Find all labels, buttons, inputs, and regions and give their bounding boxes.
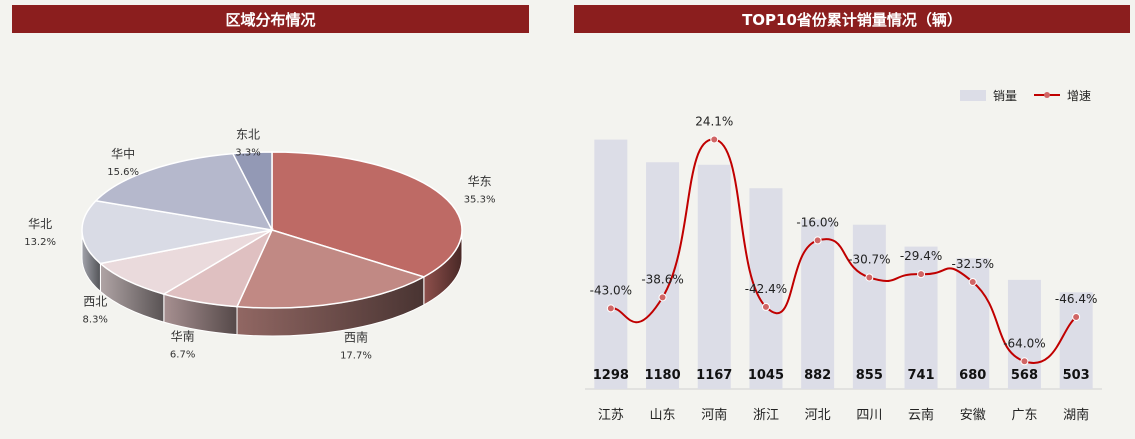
growth-point	[917, 270, 926, 279]
bar-value-label: 1045	[748, 368, 784, 383]
growth-point	[865, 273, 874, 282]
pie-label-name: 东北	[236, 127, 260, 141]
pie-label-value: 35.3%	[464, 195, 496, 206]
bar-value-label: 741	[907, 368, 934, 383]
pie-label-value: 8.3%	[83, 315, 108, 326]
bar-value-label: 1180	[644, 368, 680, 383]
bar-value-label: 568	[1011, 368, 1038, 383]
x-tick-label: 河南	[701, 407, 727, 423]
growth-label: -32.5%	[952, 257, 994, 271]
pie-label-name: 西北	[83, 295, 107, 309]
pie-label-name: 华东	[468, 175, 492, 189]
pie-slice-西南	[235, 229, 426, 309]
pie-label-value: 6.7%	[170, 349, 195, 360]
pie-panel-title: 区域分布情况	[12, 5, 529, 33]
legend-label-growth: 增速	[1067, 89, 1091, 103]
pie-slice-东北	[231, 151, 273, 231]
legend-label-sales: 销量	[993, 89, 1017, 103]
pie-label-value: 15.6%	[107, 167, 139, 178]
x-tick-label: 广东	[1011, 408, 1037, 423]
pie-label-value: 17.7%	[340, 350, 372, 361]
growth-label: -38.6%	[641, 272, 683, 286]
pie-slice-华中	[94, 152, 274, 231]
x-tick-label: 四川	[856, 408, 882, 423]
bar-山东	[646, 162, 680, 389]
x-tick-label: 湖南	[1063, 407, 1089, 423]
bar-value-label: 855	[856, 368, 883, 383]
bar-四川	[852, 224, 886, 389]
growth-label: -30.7%	[848, 252, 890, 266]
bar-value-label: 1298	[593, 368, 629, 383]
growth-label: -46.4%	[1055, 292, 1097, 306]
growth-label: -64.0%	[1003, 336, 1045, 350]
growth-point	[1020, 357, 1029, 366]
legend-swatch-bar	[960, 90, 986, 101]
pie-slice-西北	[98, 229, 273, 295]
growth-label: -16.0%	[796, 215, 838, 229]
x-tick-label: 河北	[805, 408, 831, 423]
growth-point	[606, 304, 615, 313]
x-tick-label: 云南	[908, 407, 934, 423]
pie-label-name: 华北	[28, 217, 52, 231]
bar-value-label: 680	[959, 368, 986, 383]
x-tick-label: 江苏	[598, 407, 624, 423]
pie-label-value: 13.2%	[24, 237, 56, 248]
growth-label: 24.1%	[695, 114, 733, 128]
growth-point	[1072, 312, 1081, 321]
pie-slice-华东	[271, 151, 463, 278]
bar-广东	[1007, 279, 1041, 389]
growth-point	[968, 277, 977, 286]
growth-point	[761, 302, 770, 311]
x-tick-label: 浙江	[753, 408, 779, 423]
bar-panel-title: TOP10省份累计销量情况（辆）	[574, 5, 1130, 33]
bar-value-label: 882	[804, 368, 831, 383]
growth-point	[813, 236, 822, 245]
pie-label-name: 华南	[171, 328, 195, 343]
bar-江苏	[594, 139, 628, 389]
bar-value-label: 1167	[696, 368, 732, 383]
pie-slice-华北	[81, 199, 273, 265]
pie-label-name: 华中	[111, 146, 135, 161]
chart-legend: 销量 增速	[960, 89, 1091, 103]
legend-swatch-point	[1044, 92, 1050, 98]
province-sales-chart: 1298 江苏 1180 山东 1167 河南 1045 浙江 882 河北 855 四川 741 云南 6…	[585, 89, 1102, 423]
pie-label-value: 3.3%	[235, 147, 260, 158]
region-pie-chart: 华东 35.3% 西南 17.7% 华南 6.7% 西北 8.3% 华北 13.2% 华中 15.6%…	[24, 127, 496, 361]
x-tick-label: 山东	[650, 408, 676, 423]
growth-point	[658, 293, 667, 302]
x-tick-label: 安徽	[960, 408, 986, 423]
bar-河北	[801, 219, 835, 389]
pie-label-name: 西南	[344, 329, 368, 344]
bar-河南	[697, 164, 731, 389]
bar-湖南	[1059, 292, 1093, 389]
growth-label: -42.4%	[745, 282, 787, 296]
bar-value-label: 503	[1063, 368, 1090, 383]
growth-label: -43.0%	[590, 283, 632, 297]
growth-label: -29.4%	[900, 249, 942, 263]
growth-line	[610, 138, 1077, 364]
growth-point	[710, 135, 719, 144]
